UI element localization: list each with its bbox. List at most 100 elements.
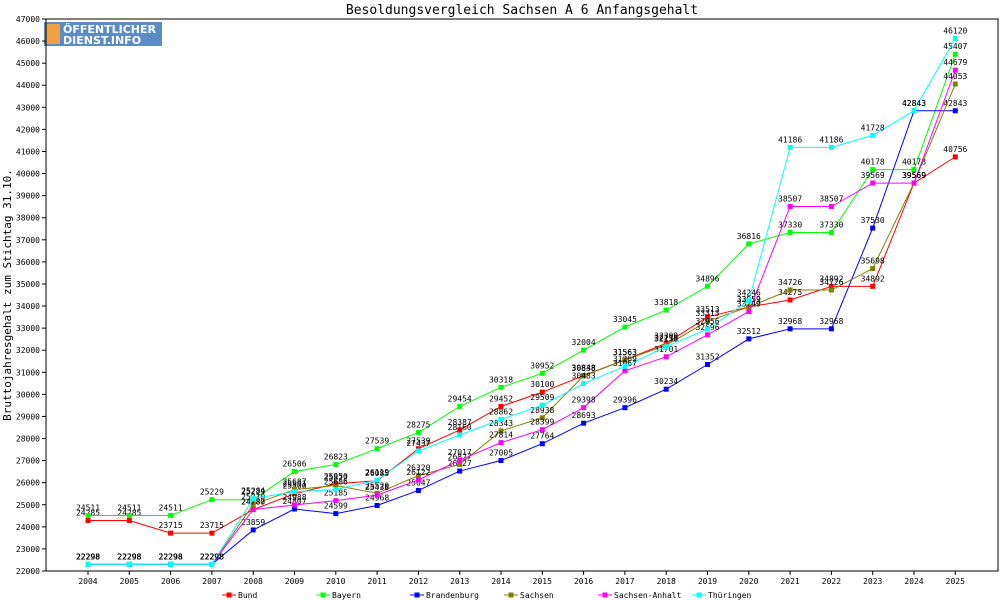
data-label: 42843 [943, 99, 967, 108]
y-tick-label: 40000 [16, 170, 40, 179]
data-label: 24807 [282, 497, 306, 506]
series-line [88, 110, 956, 565]
x-tick-label: 2005 [120, 577, 139, 586]
data-label: 44679 [943, 58, 967, 67]
y-tick-label: 28000 [16, 435, 40, 444]
data-point [333, 511, 339, 517]
data-label: 34892 [819, 274, 843, 283]
data-point [415, 429, 421, 435]
y-tick-label: 44000 [16, 81, 40, 90]
data-point [870, 283, 876, 289]
data-label: 22298 [159, 552, 183, 561]
data-point [663, 307, 669, 313]
x-tick-label: 2019 [698, 577, 717, 586]
data-label: 27539 [365, 437, 389, 446]
data-point [622, 324, 628, 330]
y-tick-label: 30000 [16, 390, 40, 399]
series-layer: 2428524285237152371524780255002595026085… [76, 26, 968, 567]
data-label: 23715 [200, 521, 224, 530]
data-label: 31269 [613, 354, 637, 363]
data-point [622, 357, 628, 363]
data-point [952, 35, 958, 41]
logo-flag-icon [46, 24, 60, 44]
data-point [663, 344, 669, 350]
series-line [88, 156, 956, 534]
logo-background [44, 22, 162, 46]
data-label: 25500 [282, 482, 306, 491]
data-label: 27437 [406, 439, 430, 448]
x-tick-label: 2017 [615, 577, 634, 586]
data-label: 39569 [902, 171, 926, 180]
data-point [952, 51, 958, 57]
data-label: 32968 [819, 317, 843, 326]
data-label: 31352 [695, 353, 719, 362]
data-point [911, 180, 917, 186]
data-label: 26119 [365, 468, 389, 477]
data-label: 32004 [572, 338, 596, 347]
data-point [746, 336, 752, 342]
plot-frame [45, 18, 999, 572]
data-label: 26085 [365, 469, 389, 478]
data-label: 24511 [117, 504, 141, 513]
data-label: 44053 [943, 72, 967, 81]
data-point [374, 502, 380, 508]
y-tick-label: 41000 [16, 147, 40, 156]
data-point [581, 420, 587, 426]
data-label: 34896 [695, 274, 719, 283]
y-tick-label: 46000 [16, 37, 40, 46]
data-label: 32219 [654, 333, 678, 342]
data-label: 22298 [117, 552, 141, 561]
data-label: 42843 [902, 99, 926, 108]
data-label: 25520 [365, 481, 389, 490]
data-point [498, 457, 504, 463]
legend-item: Bayern [316, 591, 361, 600]
data-point [498, 403, 504, 409]
x-tick-label: 2020 [739, 577, 758, 586]
x-tick-label: 2014 [491, 577, 510, 586]
x-tick-label: 2024 [904, 577, 923, 586]
data-point [870, 266, 876, 272]
data-label: 25229 [200, 488, 224, 497]
x-tick-label: 2023 [863, 577, 882, 586]
logo-text-line-1: ÖFFENTLICHER [63, 22, 156, 36]
data-point [870, 225, 876, 231]
data-point [581, 373, 587, 379]
data-point [126, 518, 132, 524]
legend-label: Thüringen [708, 591, 752, 600]
data-point [126, 513, 132, 519]
y-tick-label: 47000 [16, 15, 40, 24]
data-label: 41186 [778, 135, 802, 144]
y-tick-label: 26000 [16, 479, 40, 488]
data-label: 24511 [76, 504, 100, 513]
legend-item: Sachsen [504, 591, 554, 600]
legend-swatch-marker [508, 592, 514, 598]
y-tick-label: 23000 [16, 545, 40, 554]
legend-item: Bund [222, 591, 257, 600]
data-label: 39569 [902, 171, 926, 180]
data-point [374, 446, 380, 452]
data-label: 23715 [159, 521, 183, 530]
data-point [870, 132, 876, 138]
y-tick-label: 29000 [16, 412, 40, 421]
legend-label: Brandenburg [426, 591, 479, 600]
y-tick-label: 39000 [16, 192, 40, 201]
data-point [457, 457, 463, 463]
data-point [581, 381, 587, 387]
legend-item: Brandenburg [410, 591, 479, 600]
data-label: 32309 [654, 331, 678, 340]
data-label: 25647 [406, 478, 430, 487]
data-point [209, 561, 215, 567]
data-point [952, 67, 958, 73]
data-point [581, 347, 587, 353]
data-label: 24511 [159, 504, 183, 513]
data-label: 30848 [572, 364, 596, 373]
data-label: 33045 [613, 315, 637, 324]
x-tick-label: 2022 [822, 577, 841, 586]
data-label: 22298 [117, 552, 141, 561]
legend-label: Sachsen [520, 591, 554, 600]
data-label: 28938 [530, 406, 554, 415]
x-tick-label: 2013 [450, 577, 469, 586]
data-point [85, 513, 91, 519]
data-label: 25591 [282, 480, 306, 489]
